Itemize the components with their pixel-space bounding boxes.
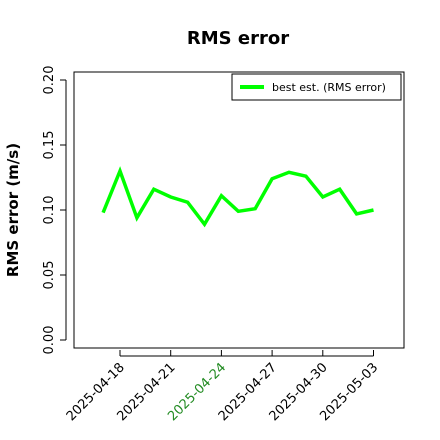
legend: best est. (RMS error)	[231, 73, 402, 101]
plot-frame	[73, 71, 405, 349]
y-tick-label: 0.05	[42, 261, 57, 290]
y-tick-label: 0.10	[42, 196, 57, 225]
series-layer	[101, 166, 374, 228]
legend-label: best est. (RMS error)	[272, 81, 386, 94]
y-tick-label: 0.20	[42, 66, 57, 95]
y-axis: 0.00 0.05 0.10 0.15 0.20	[42, 66, 67, 355]
y-tick-label: 0.00	[42, 326, 57, 355]
y-tick-label: 0.15	[42, 131, 57, 160]
y-axis-label: RMS error (m/s)	[4, 143, 22, 277]
series-line	[101, 166, 374, 228]
chart-title: RMS error	[187, 28, 289, 49]
x-axis: 2025-04-182025-04-212025-04-242025-04-27…	[64, 350, 381, 424]
